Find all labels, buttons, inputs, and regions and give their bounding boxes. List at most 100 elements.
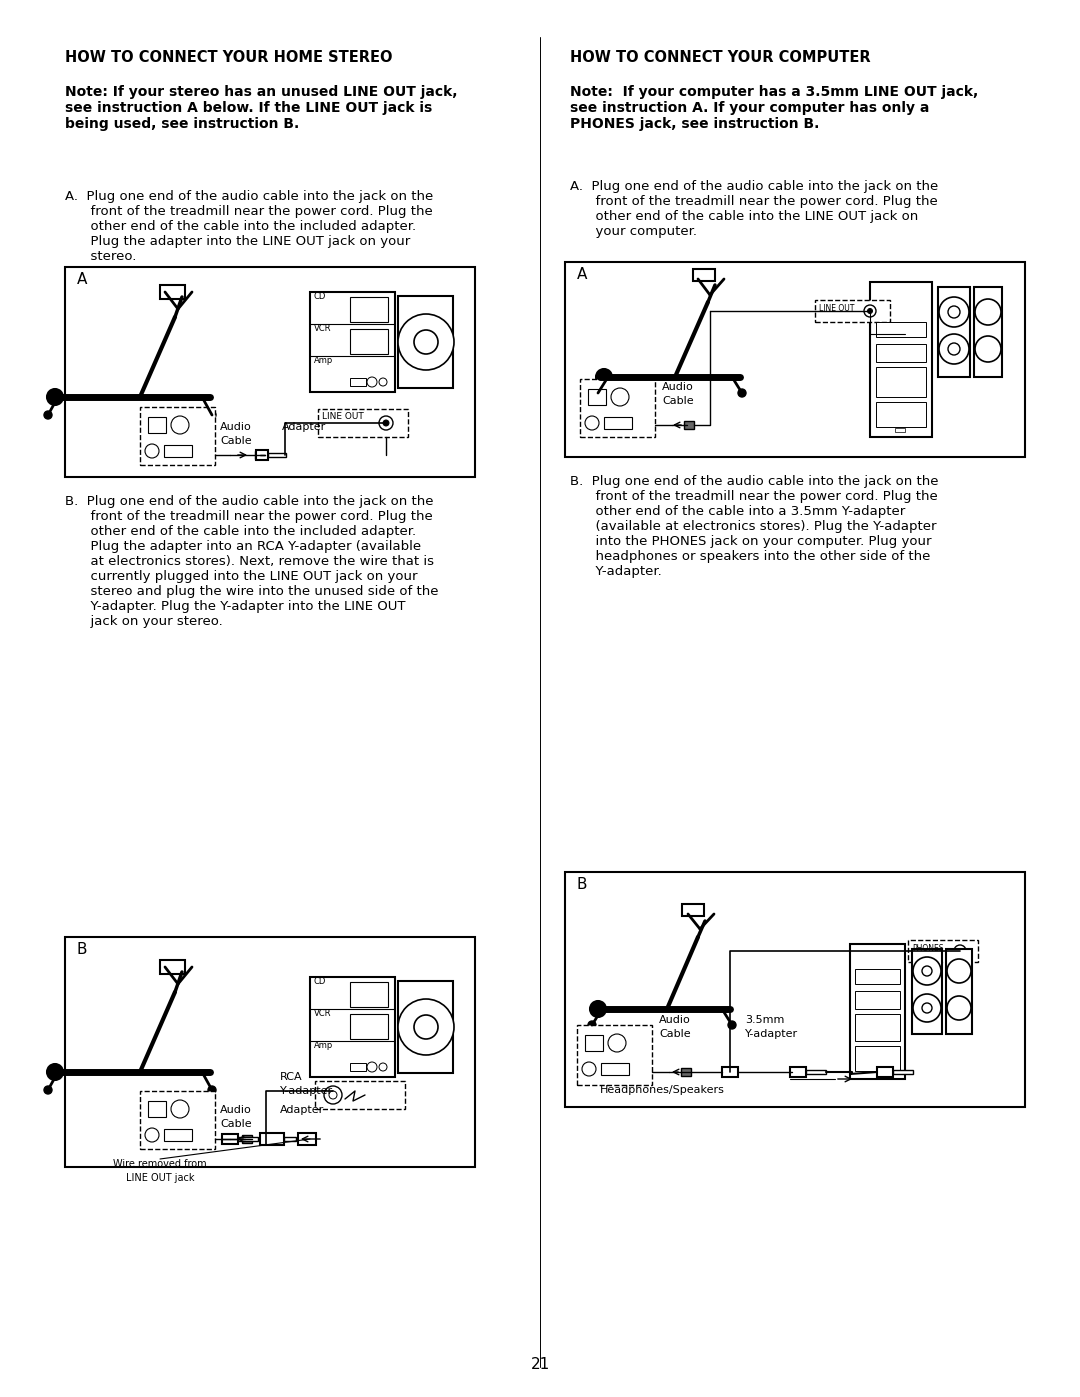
Bar bbox=[350, 379, 366, 386]
Circle shape bbox=[582, 1062, 596, 1076]
Bar bbox=[255, 451, 265, 460]
Bar bbox=[298, 1133, 316, 1146]
Text: Cable: Cable bbox=[659, 1030, 690, 1039]
Text: A.  Plug one end of the audio cable into the jack on the
      front of the trea: A. Plug one end of the audio cable into … bbox=[570, 180, 939, 237]
Bar bbox=[876, 344, 926, 362]
Circle shape bbox=[48, 1065, 63, 1080]
Bar bbox=[588, 388, 606, 405]
Circle shape bbox=[48, 388, 63, 405]
Circle shape bbox=[367, 1062, 377, 1071]
Bar bbox=[855, 1046, 900, 1071]
Bar bbox=[789, 1067, 806, 1077]
Circle shape bbox=[948, 344, 960, 355]
Bar bbox=[350, 330, 388, 353]
Bar bbox=[140, 1091, 215, 1148]
Circle shape bbox=[171, 1099, 189, 1118]
Text: Audio: Audio bbox=[662, 381, 693, 393]
Circle shape bbox=[383, 420, 389, 426]
Bar bbox=[160, 960, 185, 974]
Circle shape bbox=[728, 1021, 735, 1030]
Bar bbox=[876, 321, 926, 337]
Bar bbox=[350, 1014, 388, 1039]
Circle shape bbox=[947, 996, 971, 1020]
Bar bbox=[577, 1025, 652, 1085]
Text: Adapter: Adapter bbox=[282, 422, 326, 432]
Circle shape bbox=[329, 1091, 337, 1099]
Circle shape bbox=[399, 314, 454, 370]
Circle shape bbox=[379, 416, 393, 430]
Circle shape bbox=[913, 995, 941, 1023]
Bar bbox=[693, 270, 715, 281]
Text: 3.5mm: 3.5mm bbox=[745, 1016, 784, 1025]
Text: Y-adapter: Y-adapter bbox=[745, 1030, 798, 1039]
Circle shape bbox=[939, 334, 969, 365]
Bar bbox=[242, 1134, 252, 1143]
Bar bbox=[565, 263, 1025, 457]
Bar bbox=[723, 1067, 738, 1077]
Bar bbox=[65, 937, 475, 1166]
Bar bbox=[876, 367, 926, 397]
Text: Amp: Amp bbox=[314, 356, 334, 365]
Bar bbox=[604, 416, 632, 429]
Bar bbox=[565, 872, 1025, 1106]
Text: Cable: Cable bbox=[220, 436, 252, 446]
Circle shape bbox=[596, 369, 612, 386]
Bar bbox=[684, 420, 694, 429]
Bar bbox=[399, 981, 453, 1073]
Circle shape bbox=[414, 330, 438, 353]
Circle shape bbox=[947, 958, 971, 983]
Circle shape bbox=[594, 388, 602, 397]
Bar bbox=[893, 1070, 913, 1074]
Circle shape bbox=[913, 957, 941, 985]
Bar bbox=[939, 286, 970, 377]
Circle shape bbox=[324, 1085, 342, 1104]
Bar bbox=[855, 990, 900, 1009]
Bar bbox=[681, 904, 704, 916]
Bar bbox=[318, 409, 408, 437]
Circle shape bbox=[954, 944, 966, 957]
Bar bbox=[681, 1067, 691, 1076]
Circle shape bbox=[588, 1021, 596, 1030]
Text: B.  Plug one end of the audio cable into the jack on the
      front of the trea: B. Plug one end of the audio cable into … bbox=[570, 475, 939, 578]
Circle shape bbox=[867, 309, 873, 313]
Text: Note: If your stereo has an unused LINE OUT jack,
see instruction A below. If th: Note: If your stereo has an unused LINE … bbox=[65, 85, 458, 131]
Circle shape bbox=[145, 444, 159, 458]
Bar bbox=[580, 379, 654, 437]
Bar bbox=[238, 1137, 258, 1141]
Text: Audio: Audio bbox=[220, 1105, 252, 1115]
Circle shape bbox=[379, 1063, 387, 1071]
Text: A.  Plug one end of the audio cable into the jack on the
      front of the trea: A. Plug one end of the audio cable into … bbox=[65, 190, 433, 263]
Bar bbox=[310, 977, 395, 1077]
Text: LINE OUT: LINE OUT bbox=[819, 305, 854, 313]
Bar bbox=[946, 949, 972, 1034]
Bar bbox=[256, 450, 268, 460]
Circle shape bbox=[414, 1016, 438, 1039]
Circle shape bbox=[585, 416, 599, 430]
Circle shape bbox=[608, 1034, 626, 1052]
Text: Adapter: Adapter bbox=[280, 1105, 324, 1115]
Text: Cable: Cable bbox=[220, 1119, 252, 1129]
Circle shape bbox=[208, 1085, 216, 1094]
Text: VCR: VCR bbox=[314, 324, 332, 332]
Circle shape bbox=[44, 1085, 52, 1094]
Text: B: B bbox=[77, 942, 87, 957]
Circle shape bbox=[208, 411, 216, 419]
Bar bbox=[855, 1014, 900, 1041]
Bar bbox=[140, 407, 215, 465]
Bar bbox=[350, 298, 388, 321]
Circle shape bbox=[975, 299, 1001, 326]
Bar bbox=[268, 453, 286, 457]
Circle shape bbox=[145, 1127, 159, 1141]
Text: CD: CD bbox=[314, 977, 326, 986]
Bar bbox=[877, 1067, 893, 1077]
Circle shape bbox=[922, 1003, 932, 1013]
Circle shape bbox=[379, 379, 387, 386]
Circle shape bbox=[864, 305, 876, 317]
Circle shape bbox=[738, 388, 746, 397]
Bar bbox=[315, 1081, 405, 1109]
Text: Headphones/Speakers: Headphones/Speakers bbox=[600, 1085, 725, 1095]
Text: A: A bbox=[577, 267, 588, 282]
Bar bbox=[870, 282, 932, 437]
Text: Y-adapter: Y-adapter bbox=[280, 1085, 333, 1097]
Bar bbox=[850, 944, 905, 1078]
